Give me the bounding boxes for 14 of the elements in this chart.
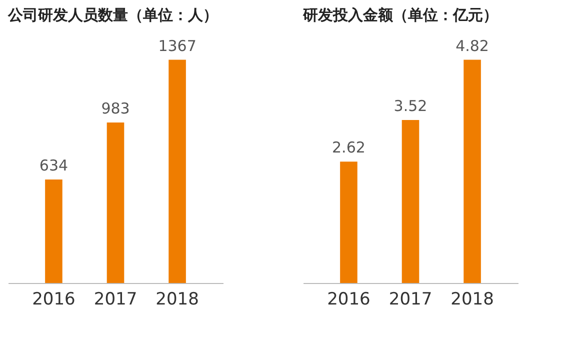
data-label: 4.82: [456, 36, 489, 55]
data-label: 1367: [158, 36, 196, 55]
x-tick-label: 2017: [388, 290, 432, 310]
x-tick-label: 2016: [32, 290, 76, 310]
data-label: 3.52: [394, 96, 428, 115]
x-tick-label: 2018: [450, 290, 494, 310]
chart-title: 研发投入金额（单位：亿元）: [302, 6, 498, 24]
x-tick-label: 2018: [156, 290, 199, 310]
x-tick-label: 2017: [94, 290, 138, 310]
data-label: 2.62: [332, 138, 366, 157]
chart-title: 公司研发人员数量（单位：人）: [7, 6, 218, 24]
x-tick-label: 2016: [327, 290, 370, 310]
data-label: 983: [101, 99, 130, 118]
data-label: 634: [39, 156, 68, 174]
